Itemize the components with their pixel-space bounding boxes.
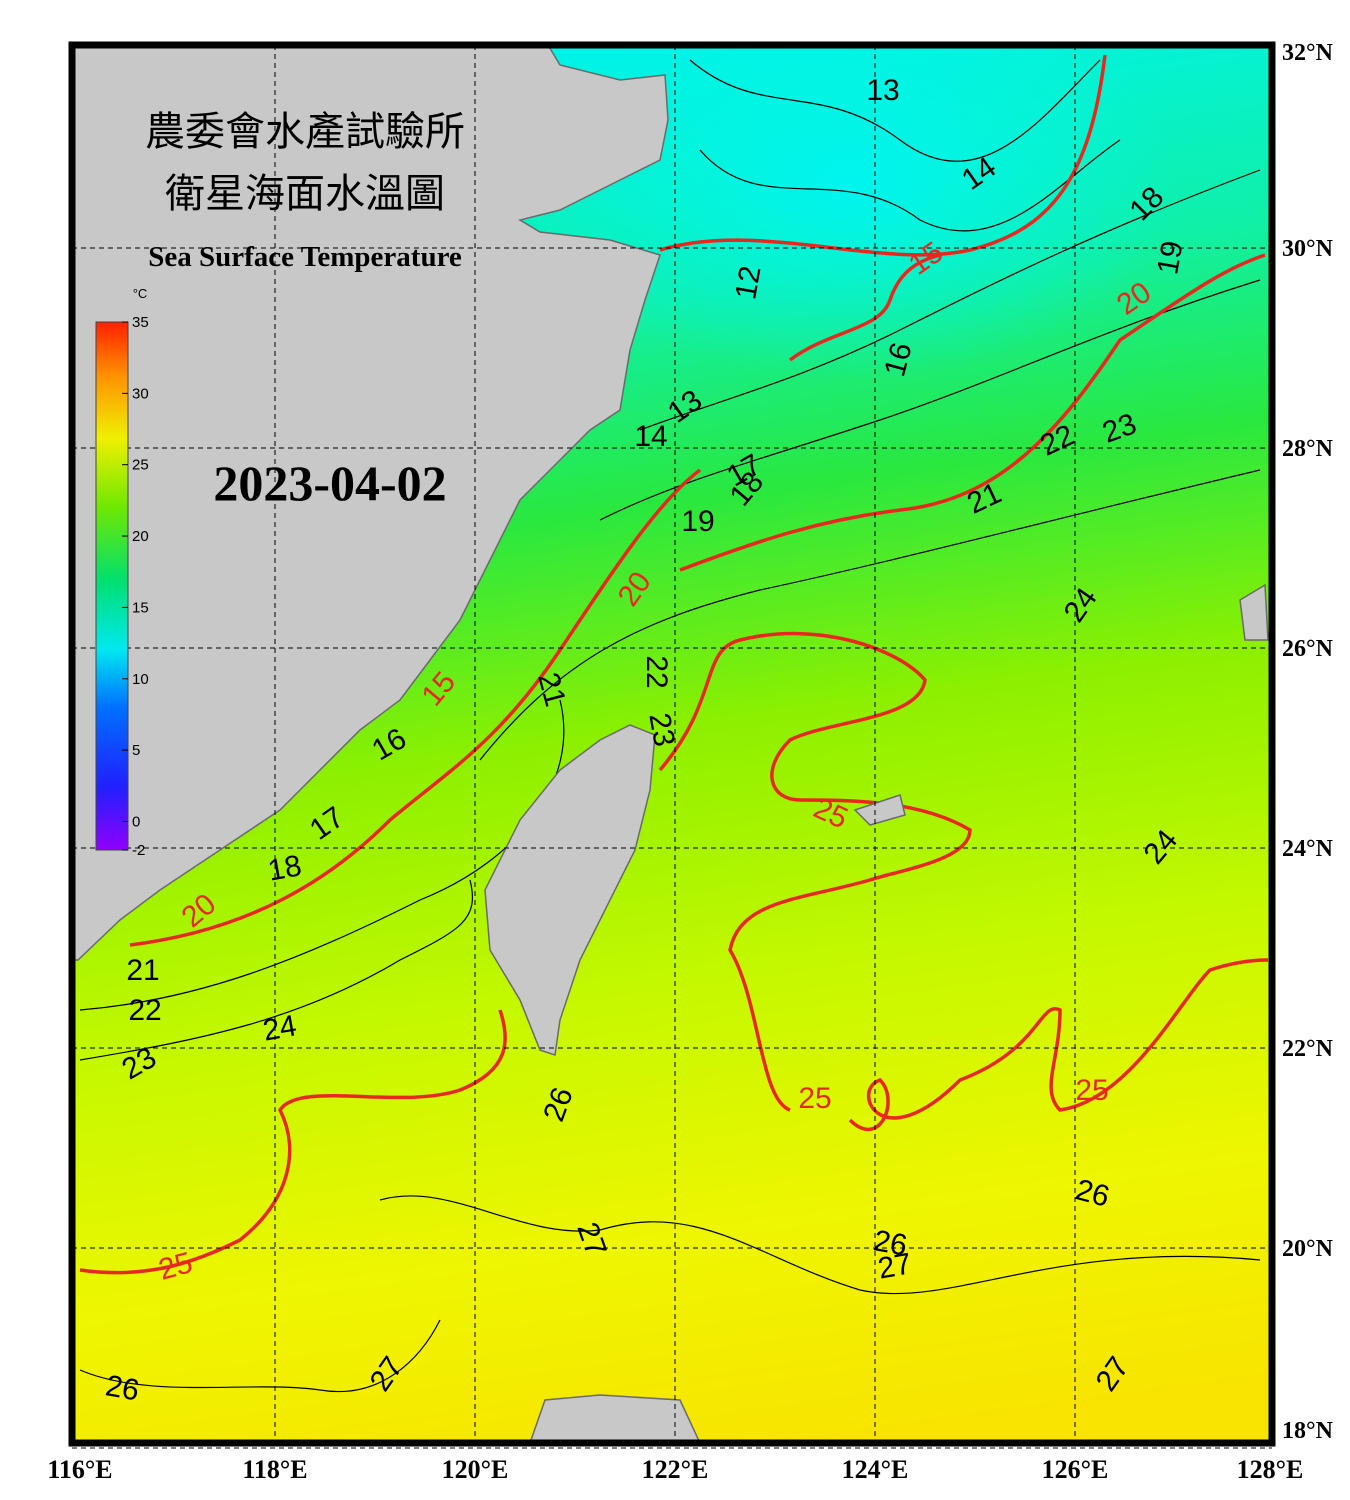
y-tick-label: 30°N — [1282, 236, 1334, 262]
sea-area — [72, 45, 1272, 1443]
contour-label: 25 — [798, 1082, 831, 1115]
map-frame — [68, 41, 1276, 1447]
contour-label: 25 — [1075, 1074, 1108, 1107]
colorbar-tick-label: 0 — [132, 813, 140, 830]
contour-label: 23 — [642, 710, 680, 749]
colorbar-tick-label: 15 — [132, 599, 149, 616]
contour-label: 14 — [634, 420, 667, 453]
date: 2023-04-02 — [213, 455, 446, 511]
title-line: 農委會水產試驗所 — [145, 109, 465, 154]
contour-label: 22 — [128, 994, 161, 1027]
x-tick-label: 120°E — [442, 1455, 509, 1484]
contour-label: 21 — [126, 954, 159, 987]
colorbar-tick-label: -2 — [132, 842, 145, 859]
colorbar-tick-label: 30 — [132, 385, 149, 402]
contour-label: 18 — [265, 849, 304, 887]
contour-label: 27 — [875, 1247, 914, 1285]
contour-label: 19 — [681, 505, 714, 538]
subtitle: Sea Surface Temperature — [148, 241, 462, 273]
contour-label: 26 — [871, 1224, 910, 1262]
colorbar-tick-label: 5 — [132, 742, 140, 759]
cold-water — [520, 45, 1180, 380]
colorbar — [95, 321, 129, 851]
y-tick-label: 20°N — [1282, 1236, 1334, 1262]
colorbar-unit: °C — [133, 286, 148, 301]
x-tick-label: 116°E — [47, 1455, 112, 1484]
contour-label: 19 — [1151, 238, 1189, 277]
colorbar-tick-label: 20 — [132, 528, 149, 545]
colorbar-tick-label: 35 — [132, 314, 149, 331]
x-tick-label: 126°E — [1042, 1455, 1109, 1484]
colorbar-tick-label: 10 — [132, 671, 149, 688]
contour-label: 26 — [103, 1369, 142, 1407]
x-tick-label: 128°E — [1237, 1455, 1304, 1484]
land — [72, 45, 1269, 1443]
x-tick-label: 122°E — [642, 1455, 709, 1484]
x-tick-label: 124°E — [842, 1455, 909, 1484]
y-tick-label: 26°N — [1282, 636, 1334, 662]
contour-lines-major — [79, 54, 1269, 1275]
y-tick-label: 28°N — [1282, 436, 1334, 462]
y-tick-label: 24°N — [1282, 836, 1334, 862]
contour-label: 13 — [866, 74, 899, 107]
contour-label: 22 — [640, 655, 673, 688]
x-tick-label: 118°E — [242, 1455, 307, 1484]
y-tick-label: 18°N — [1282, 1418, 1334, 1444]
title-line: 衛星海面水溫圖 — [165, 171, 445, 216]
contour-lines — [79, 59, 1261, 1393]
colorbar-tick-label: 25 — [132, 457, 149, 474]
y-tick-label: 32°N — [1282, 40, 1334, 66]
y-tick-label: 22°N — [1282, 1036, 1334, 1062]
contour-label: 24 — [260, 1009, 299, 1047]
contour-label: 12 — [729, 263, 767, 302]
